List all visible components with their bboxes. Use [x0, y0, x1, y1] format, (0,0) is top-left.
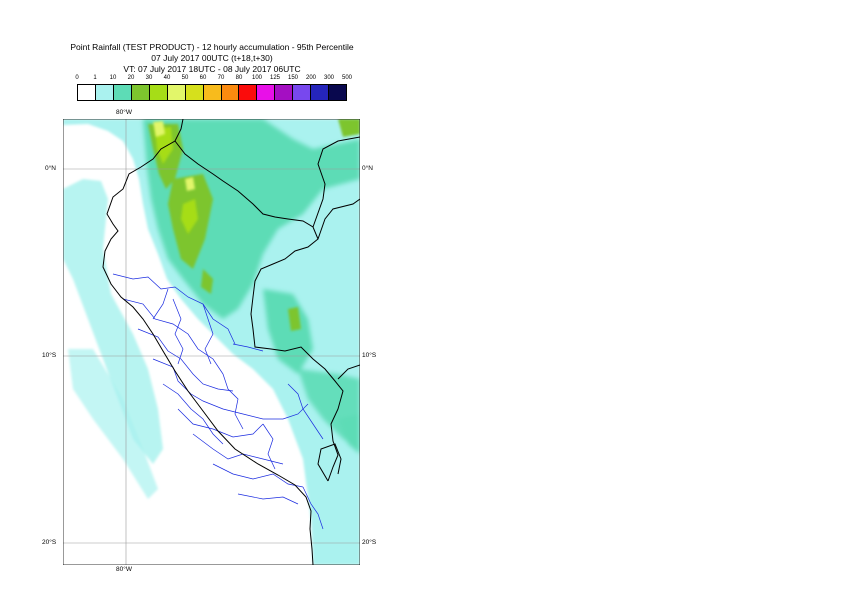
legend-label: 10: [109, 75, 117, 81]
title-line-run: 07 July 2017 00UTC (t+18,t+30): [151, 53, 273, 63]
legend-label: 40: [163, 75, 171, 81]
legend-swatch: [78, 85, 96, 100]
legend-label: 300: [323, 75, 335, 81]
national-borders: [102, 119, 360, 565]
lat-label-right-0: 0°N: [362, 165, 373, 172]
rain-area-1-10: [63, 119, 360, 565]
department-borders: [112, 273, 324, 530]
lon-label-bottom: 80°W: [116, 566, 132, 573]
legend-label: 0: [75, 75, 79, 81]
title-line-product: Point Rainfall (TEST PRODUCT) - 12 hourl…: [70, 42, 354, 52]
color-legend: 0 1 10 20 30 40 50 60 70 80 100 125 150 200 300 500: [75, 75, 352, 103]
legend-label: 70: [217, 75, 225, 81]
legend-swatch: [221, 85, 240, 100]
legend-swatch: [185, 85, 204, 100]
legend-swatch: [167, 85, 186, 100]
legend-label: 125: [269, 75, 281, 81]
legend-swatch: [113, 85, 132, 100]
legend-label: 50: [181, 75, 189, 81]
lat-label-left-20: 20°S: [42, 539, 57, 546]
rain-area-30-40: [155, 127, 198, 234]
legend-swatch: [203, 85, 222, 100]
legend-swatch: [293, 85, 312, 100]
legend-label: 500: [341, 75, 353, 81]
lon-label-top: 80°W: [116, 109, 132, 116]
legend-swatch: [131, 85, 150, 100]
legend-swatch: [275, 85, 294, 100]
legend-label: 100: [251, 75, 263, 81]
map-title-block: Point Rainfall (TEST PRODUCT) - 12 hourl…: [0, 42, 424, 75]
legend-swatch: [257, 85, 276, 100]
rain-area-40-50: [153, 121, 195, 191]
lat-label-left-0: 0°N: [45, 165, 56, 172]
legend-label: 60: [199, 75, 207, 81]
graticule: [63, 119, 360, 565]
legend-swatch: [95, 85, 114, 100]
rainfall-map: [63, 119, 360, 565]
legend-swatch: [239, 85, 258, 100]
legend-label: 20: [127, 75, 135, 81]
legend-bar: [77, 84, 347, 101]
legend-labels: 0 1 10 20 30 40 50 60 70 80 100 125 150 200 300 500: [75, 75, 352, 84]
legend-label: 200: [305, 75, 317, 81]
legend-label: 80: [235, 75, 243, 81]
lat-label-right-20: 20°S: [362, 539, 377, 546]
lat-label-right-10: 10°S: [362, 352, 377, 359]
title-line-validity: VT: 07 July 2017 18UTC - 08 July 2017 06…: [123, 64, 301, 74]
legend-swatch: [311, 85, 330, 100]
legend-label: 1: [93, 75, 97, 81]
legend-label: 30: [145, 75, 153, 81]
legend-swatch: [149, 85, 168, 100]
legend-label: 150: [287, 75, 299, 81]
legend-swatch: [329, 85, 347, 100]
lat-label-left-10: 10°S: [42, 352, 57, 359]
